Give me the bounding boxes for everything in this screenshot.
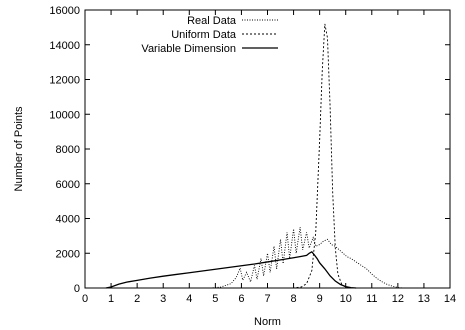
legend-label: Uniform Data: [171, 29, 237, 41]
legend: Real Data Uniform Data Variable Dimension: [141, 15, 278, 55]
x-tick-label: 5: [212, 293, 218, 305]
x-tick-label: 14: [444, 293, 456, 305]
x-tick-label: 2: [134, 293, 140, 305]
plot-frame: [84, 9, 451, 289]
plot-border: [84, 9, 451, 289]
series-line-2: [280, 23, 352, 289]
legend-label: Variable Dimension: [141, 43, 236, 55]
y-tick-label: 0: [74, 283, 80, 295]
x-tick-label: 0: [82, 293, 88, 305]
x-tick-label: 11: [366, 293, 377, 305]
y-tick-label: 14000: [49, 40, 80, 52]
y-tick-label: 16000: [49, 5, 80, 17]
y-tick-label: 12000: [49, 75, 80, 87]
y-tick-label: 8000: [56, 144, 80, 156]
x-tick-label: 1: [108, 293, 114, 305]
y-tick-label: 4000: [56, 214, 80, 226]
legend-label: Real Data: [187, 15, 237, 27]
x-tick-label: 13: [418, 293, 430, 305]
y-tick-label: 6000: [56, 179, 80, 191]
y-axis-label: Number of Points: [13, 106, 25, 191]
series-line-3: [105, 251, 357, 289]
x-tick-label: 6: [238, 293, 244, 305]
x-axis-label: Norm: [254, 316, 281, 328]
x-tick-label: 7: [264, 293, 270, 305]
series-lines: [105, 23, 404, 289]
y-tick-label: 10000: [49, 109, 80, 121]
y-tick-label: 2000: [56, 248, 80, 260]
x-tick-label: 10: [340, 293, 352, 305]
x-tick-label: 8: [291, 293, 297, 305]
series-line-1: [210, 227, 404, 289]
axis-ticks: 0 1 2 3 4 5 6 7 8 9 10 11 12 13 1402000400060008000100…: [49, 5, 456, 305]
x-tick-label: 12: [392, 293, 404, 305]
x-tick-label: 9: [317, 293, 323, 305]
x-tick-label: 4: [186, 293, 192, 305]
x-tick-label: 3: [160, 293, 166, 305]
